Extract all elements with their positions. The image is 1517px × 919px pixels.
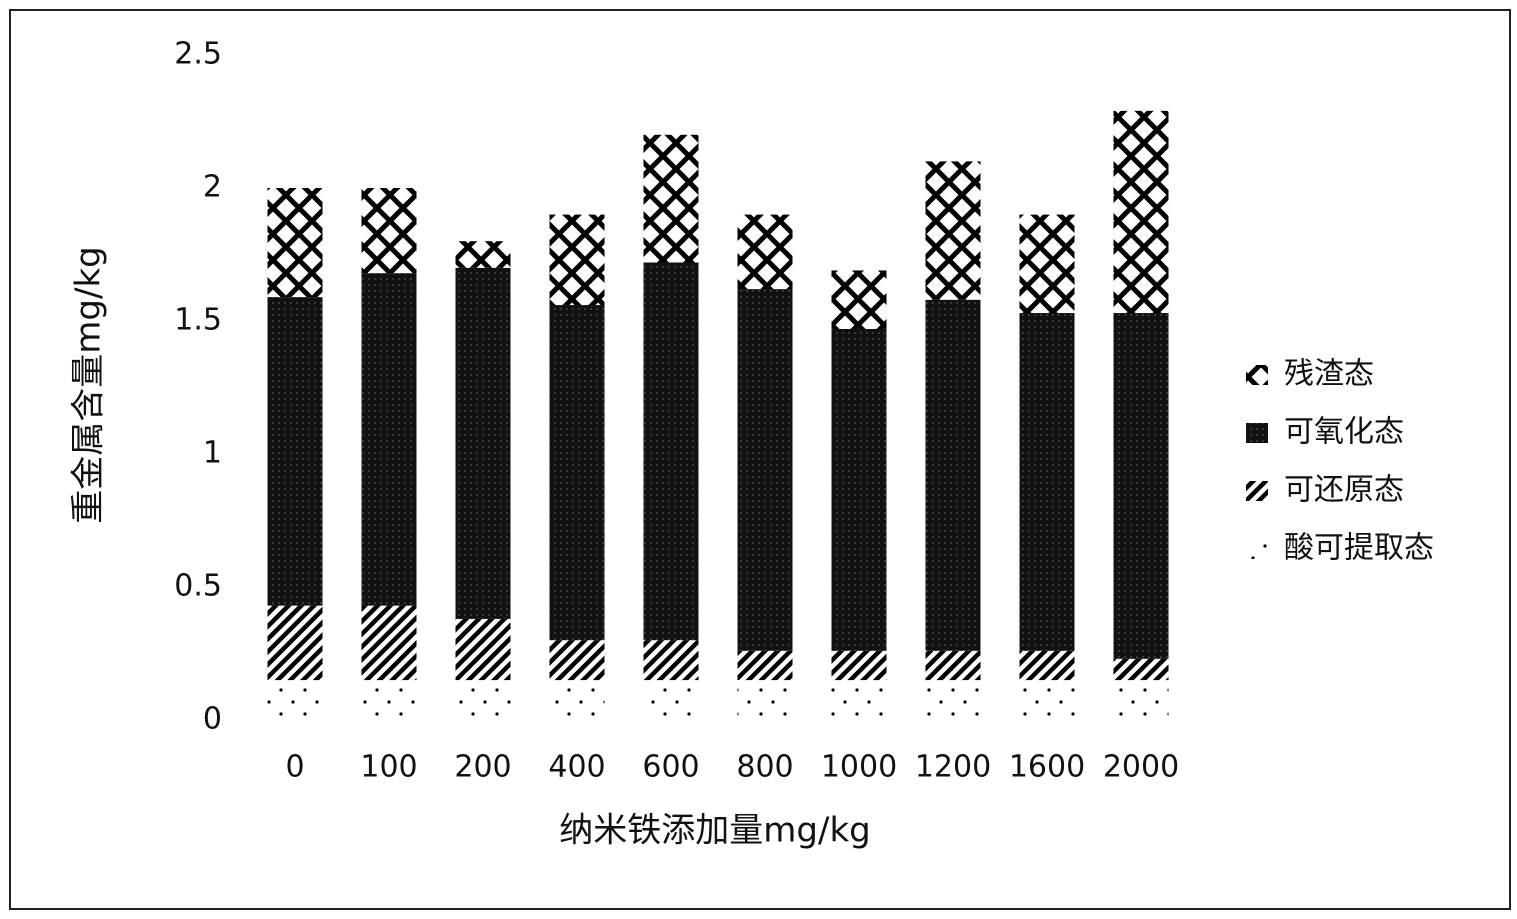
bar-segment [455, 241, 511, 268]
bar-segment [643, 262, 699, 641]
bar-segment [925, 680, 981, 720]
x-tick-label: 1200 [915, 750, 991, 785]
x-tick-label: 0 [285, 750, 304, 785]
bar-segment [549, 680, 605, 720]
bar-segment [1019, 680, 1075, 720]
bar-segment [455, 618, 511, 681]
bar-segment [831, 270, 887, 329]
legend-swatch [1246, 365, 1268, 385]
legend-label: 酸可提取态 [1284, 531, 1434, 566]
bar-segment [455, 267, 511, 619]
bar-segment [925, 650, 981, 681]
bar-segment [643, 640, 699, 681]
x-tick-label: 400 [548, 750, 605, 785]
bar-segment [549, 640, 605, 681]
bar-segment [831, 650, 887, 681]
bar-segment [737, 680, 793, 720]
legend-label: 残渣态 [1284, 357, 1374, 392]
bar-segment [267, 680, 323, 720]
legend-label: 可还原态 [1284, 473, 1404, 508]
bar-segment [361, 273, 417, 606]
bar-segment [831, 680, 887, 720]
x-tick-label: 200 [454, 750, 511, 785]
bar-segment [1113, 110, 1169, 314]
bar-segment [361, 605, 417, 681]
bar-segment [737, 214, 793, 290]
y-tick-label: 1 [203, 436, 222, 471]
bar-segment [549, 305, 605, 641]
y-tick-label: 0 [203, 702, 222, 737]
bar-segment [1113, 680, 1169, 720]
legend-label: 可氧化态 [1284, 415, 1404, 450]
x-axis-title: 纳米铁添加量mg/kg [559, 811, 870, 851]
y-axis-title: 重金属含量mg/kg [69, 246, 109, 523]
x-tick-label: 1000 [821, 750, 897, 785]
bar-segment [643, 134, 699, 263]
bar-segment [361, 188, 417, 274]
bar-segment [737, 650, 793, 681]
x-tick-label: 100 [360, 750, 417, 785]
x-tick-label: 1600 [1009, 750, 1085, 785]
bar-segment [831, 328, 887, 651]
x-tick-label: 2000 [1103, 750, 1179, 785]
bar-segment [267, 188, 323, 298]
bar-segment [643, 680, 699, 720]
y-tick-label: 0.5 [174, 569, 222, 604]
bar-segment [1113, 658, 1169, 681]
y-tick-label: 2 [203, 170, 222, 205]
x-tick-label: 600 [642, 750, 699, 785]
bar-segment [925, 299, 981, 651]
bar-segment [455, 680, 511, 720]
bar-segment [737, 289, 793, 651]
y-tick-label: 2.5 [174, 37, 222, 72]
frame [9, 9, 1511, 910]
x-tick-label: 800 [736, 750, 793, 785]
bar-segment [925, 161, 981, 300]
bar-segment [1113, 313, 1169, 659]
legend-swatch [1246, 481, 1268, 501]
y-tick-label: 1.5 [174, 303, 222, 338]
bar-segment [549, 214, 605, 306]
bar-segment [361, 680, 417, 720]
bar-segment [1019, 650, 1075, 681]
bar-segment [267, 605, 323, 681]
legend-swatch [1246, 423, 1268, 443]
bar-segment [267, 297, 323, 606]
legend-swatch [1246, 539, 1268, 559]
bar-segment [1019, 214, 1075, 314]
bar-segment [1019, 313, 1075, 651]
